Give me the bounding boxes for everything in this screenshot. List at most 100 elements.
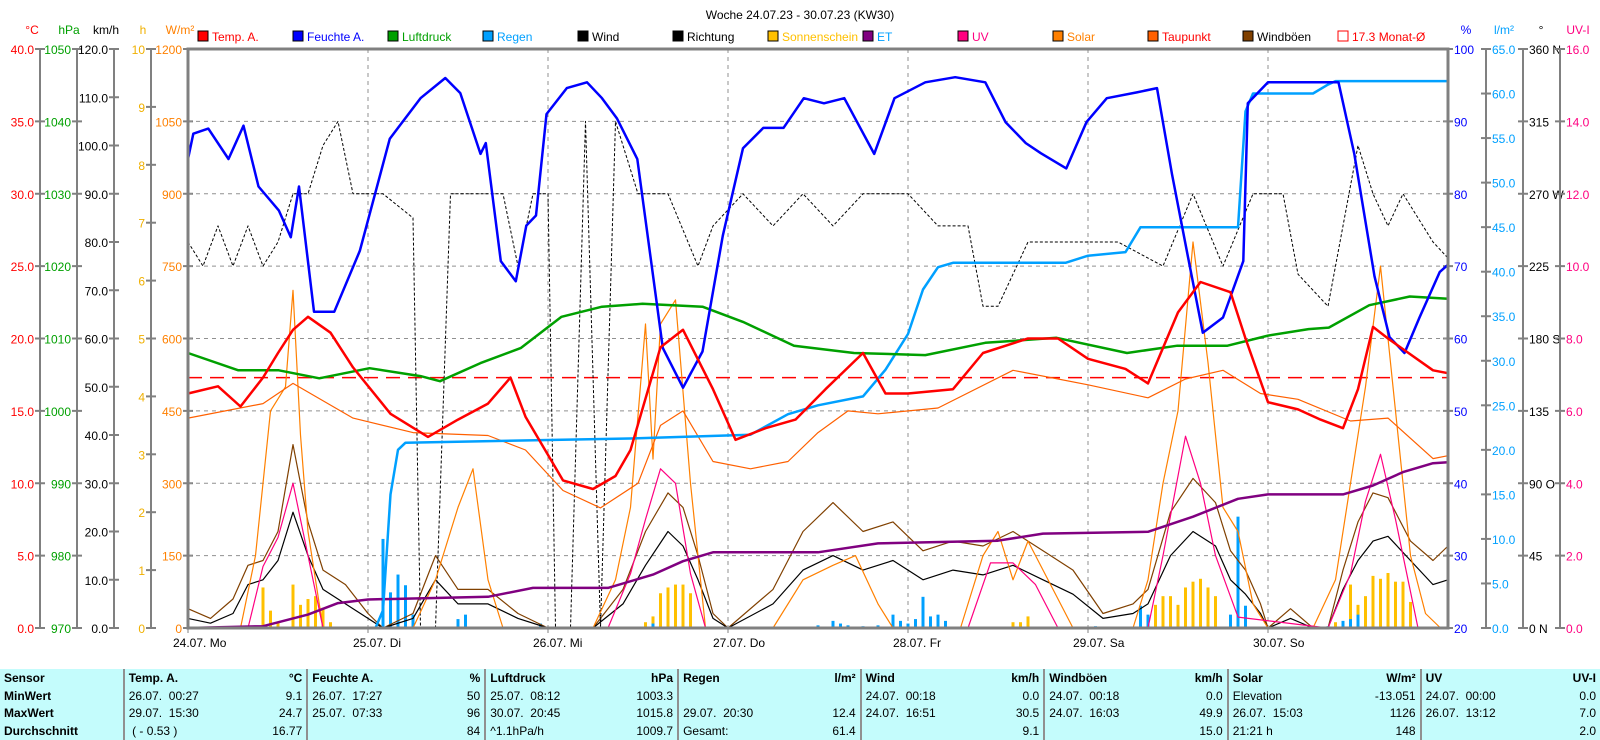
stats-cell: -13.051	[1374, 688, 1416, 703]
stats-row-label: MinWert	[4, 688, 52, 703]
legend-swatch-feuchte-a	[292, 30, 304, 42]
wind-tick-label: 10.0	[85, 574, 109, 588]
stats-cell: l/m²	[834, 670, 856, 685]
x-tick-label: 24.07. Mo	[173, 636, 227, 650]
stats-cell: Elevation	[1226, 686, 1352, 705]
stats-row: MaxWert 29.07. 15:30 24.7 25.07. 07:33 96 30.…	[0, 704, 1600, 723]
legend-swatch-wind	[577, 30, 589, 42]
x-tick-label: 28.07. Fr	[893, 636, 941, 650]
statistics-table: Sensor Temp. A. °C Feuchte A.% Luftdruck hPa R…	[0, 669, 1600, 740]
series-lines	[186, 75, 1449, 630]
regen-st-ndlich-bar	[944, 620, 947, 628]
legend-swatch-regen	[482, 30, 494, 42]
regen-st-ndlich-bar	[1146, 614, 1150, 628]
sonnenschein-bar	[1184, 587, 1187, 628]
sonnenschein-bar	[291, 584, 295, 628]
temp-tick-label: 15.0	[11, 405, 35, 419]
humidity-tick-label: 40	[1454, 477, 1468, 491]
rain-tick-label: 60.0	[1492, 88, 1516, 102]
legend-label: Wind	[592, 30, 619, 44]
humidity-tick-label: 60	[1454, 333, 1468, 347]
uv-tick-label: 0.0	[1566, 622, 1583, 636]
stats-cell	[677, 686, 816, 705]
stats-cell: 25.07. 07:33	[306, 704, 440, 723]
sonnenschein-bar	[269, 610, 272, 628]
sun-tick-label: 4	[138, 390, 145, 404]
direction-axis-unit: °	[1539, 23, 1544, 37]
legend-label: 17.3 Monat-Ø	[1352, 30, 1425, 44]
legend-label: Regen	[497, 30, 532, 44]
stats-cell: 24.07. 16:51	[859, 704, 993, 723]
temp-a-series-line	[187, 280, 1449, 491]
sun-tick-label: 8	[138, 159, 145, 173]
stats-cell: 30.07. 20:45	[484, 704, 615, 723]
chart-title: Woche 24.07.23 - 30.07.23 (KW30)	[706, 8, 895, 22]
stats-cell	[1419, 722, 1553, 740]
direction-tick-label: 90 O	[1529, 477, 1555, 491]
solar-tick-label: 1050	[155, 115, 182, 129]
wind-tick-label: 110.0	[79, 91, 108, 105]
rain-tick-label: 35.0	[1492, 310, 1516, 324]
regen-st-ndlich-bar	[456, 619, 460, 628]
x-tick-label: 25.07. Di	[353, 636, 401, 650]
rain-tick-label: 15.0	[1492, 488, 1516, 502]
sun-axis-unit: h	[140, 23, 147, 37]
pressure-tick-label: 1030	[44, 188, 71, 202]
legend-label: Windböen	[1257, 30, 1311, 44]
rain-tick-label: 55.0	[1492, 132, 1516, 146]
stats-cell: 30.5	[1015, 706, 1040, 721]
stats-cell: 0.0	[1022, 688, 1040, 703]
stats-cell: 26.07. 15:03	[1226, 704, 1352, 723]
uv-series-line	[188, 435, 1448, 629]
stats-row-label: Durchschnitt	[4, 724, 79, 739]
sun-tick-label: 1	[138, 564, 145, 578]
legend-label: Solar	[1067, 30, 1095, 44]
stats-row: MinWert 26.07. 00:27 9.1 26.07. 17:27 50 25.0…	[0, 686, 1600, 705]
x-tick-label: 30.07. So	[1253, 636, 1305, 650]
solar-tick-label: 600	[162, 333, 182, 347]
sonnenschein-bar	[1409, 601, 1412, 628]
stats-cell: UV	[1419, 669, 1553, 687]
stats-cell: 24.07. 16:03	[1043, 704, 1177, 723]
humidity-tick-label: 100	[1454, 43, 1474, 57]
sun-tick-label: 2	[138, 506, 145, 520]
sonnenschein-bar	[1154, 604, 1157, 628]
wind-tick-label: 60.0	[85, 333, 109, 347]
pressure-tick-label: 1010	[44, 333, 71, 347]
uv-tick-label: 4.0	[1566, 477, 1583, 491]
regen-st-ndlich-bar	[389, 592, 392, 628]
temp-tick-label: 40.0	[11, 43, 35, 57]
stats-cell: UV-I	[1572, 670, 1596, 685]
sonnenschein-bar	[1206, 587, 1210, 628]
stats-row-label: Sensor	[4, 670, 45, 685]
sonnenschein-bar	[261, 587, 265, 628]
regen-st-ndlich-bar	[381, 538, 385, 628]
legend-label: UV	[972, 30, 989, 44]
sonnenschein-bar	[329, 622, 332, 628]
regen-st-ndlich-bar	[839, 623, 842, 628]
uv-tick-label: 2.0	[1566, 550, 1583, 564]
wind-series-line	[187, 511, 1449, 629]
stats-header-row: Sensor Temp. A. °C Feuchte A.% Luftdruck hPa R…	[0, 669, 1600, 687]
x-tick-label: 29.07. Sa	[1073, 636, 1125, 650]
x-tick-label: 26.07. Mi	[533, 636, 582, 650]
legend-label: Temp. A.	[212, 30, 259, 44]
rain-tick-label: 5.0	[1492, 577, 1509, 591]
sonnenschein-bar	[1019, 622, 1022, 628]
stats-cell: Luftdruck	[484, 669, 615, 687]
stats-cell: Feuchte A.	[306, 669, 440, 687]
direction-tick-label: 225	[1529, 260, 1549, 274]
sonnenschein-bar	[681, 584, 685, 628]
stats-cell: 21:21 h	[1226, 722, 1352, 740]
regen-st-ndlich-bar	[464, 614, 467, 628]
solar-tick-label: 750	[162, 260, 182, 274]
pressure-tick-label: 980	[51, 550, 71, 564]
pressure-tick-label: 1000	[44, 405, 71, 419]
sun-tick-label: 3	[138, 448, 145, 462]
solar-tick-label: 450	[162, 405, 182, 419]
sonnenschein-bar	[689, 593, 692, 628]
uv-tick-label: 14.0	[1566, 115, 1590, 129]
sonnenschein-bar	[1176, 604, 1180, 628]
regen-st-ndlich-bar	[404, 585, 407, 628]
direction-tick-label: 45	[1529, 550, 1543, 564]
